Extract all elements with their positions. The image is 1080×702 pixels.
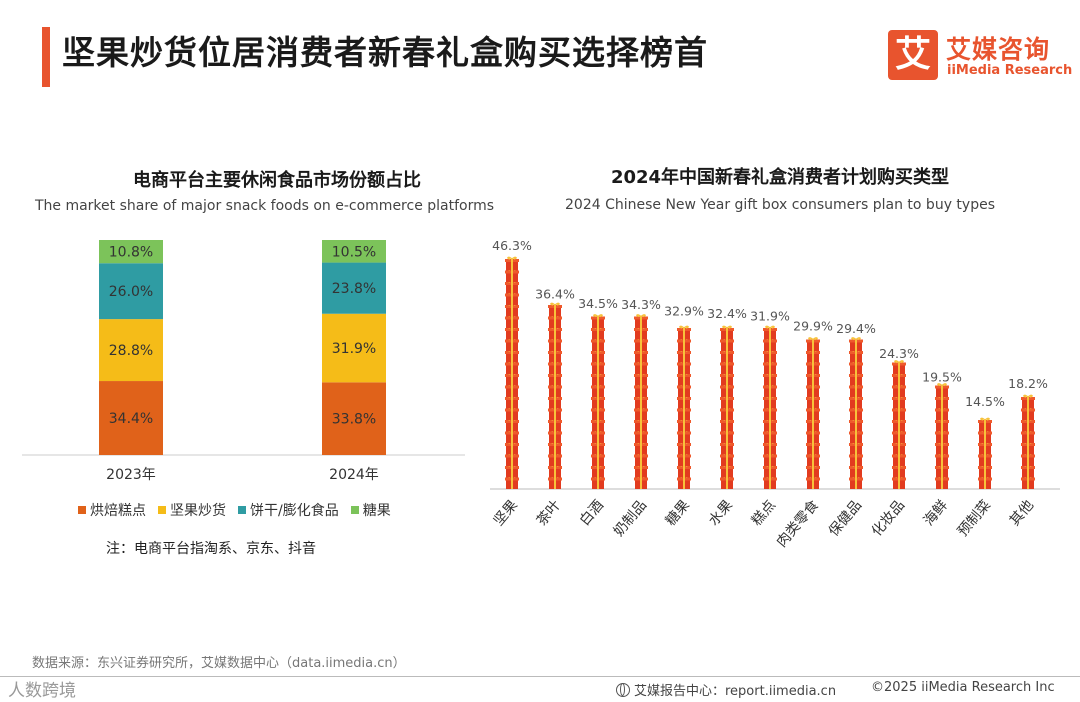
bar-segment: [322, 382, 386, 455]
gift-bar: [504, 256, 520, 490]
x-tick-label: 糕点: [749, 497, 779, 529]
x-tick-label: 海鲜: [921, 497, 951, 529]
brand-logo[interactable]: 艾 艾媒咨询 iiMedia Research: [888, 30, 1072, 80]
gift-bar: [934, 383, 950, 490]
globe-icon: [616, 682, 630, 697]
gift-box-bar-chart: 46.3% 坚果 36.4% 茶叶 34.5% 白酒 34.3% 奶制品 32.9% 糖果 32.4…: [490, 238, 1060, 551]
x-tick-label: 奶制品: [611, 497, 650, 539]
left-chart-legend: 烘焙糕点 坚果炒货 饼干/膨化食品 糖果: [78, 500, 391, 520]
right-chart-title: 2024年中国新春礼盒消费者计划购买类型: [610, 167, 950, 188]
legend-swatch: [78, 506, 86, 514]
bar-segment: [322, 313, 386, 383]
legend-item-candy: 糖果: [350, 500, 391, 520]
footer-divider: [0, 676, 1080, 677]
gift-bar: [633, 314, 649, 490]
legend-label: 坚果炒货: [170, 503, 226, 519]
x-tick-label: 2023年: [106, 467, 156, 483]
x-tick-label: 白酒: [577, 497, 607, 529]
logo-mark: 艾: [888, 30, 938, 80]
legend-item-biscuits: 饼干/膨化食品: [238, 500, 339, 520]
watermark-text: 人数跨境: [8, 681, 76, 701]
copyright: ©2025 iiMedia Research Inc: [871, 680, 1055, 695]
bar-segment: [99, 319, 163, 382]
segment-label: 23.8%: [332, 281, 376, 297]
gift-bar: [805, 337, 821, 490]
value-label: 29.4%: [836, 321, 876, 336]
gift-bar: [762, 325, 778, 490]
right-chart-subtitle: 2024 Chinese New Year gift box consumers…: [565, 197, 995, 213]
bar-segment: [99, 263, 163, 320]
left-chart-title: 电商平台主要休闲食品市场份额占比: [133, 170, 421, 191]
stacked-bar-chart: 34.4% 28.8% 26.0% 10.8% 2023年 33.8% 31.9% 23.8%…: [22, 240, 465, 483]
left-chart-subtitle: The market share of major snack foods on…: [34, 198, 495, 214]
value-label: 32.9%: [664, 304, 704, 319]
legend-swatch: [350, 506, 359, 514]
value-label: 46.3%: [492, 238, 532, 253]
x-tick-label: 2024年: [329, 467, 379, 483]
chart-note: 注：电商平台指淘系、京东、抖音: [106, 541, 316, 557]
legend-label: 烘焙糕点: [90, 503, 146, 519]
value-label: 34.5%: [578, 296, 618, 311]
segment-label: 10.5%: [332, 244, 376, 260]
segment-label: 10.8%: [109, 245, 153, 261]
x-tick-label: 坚果: [491, 497, 521, 529]
legend-label: 饼干/膨化食品: [250, 503, 339, 519]
value-label: 31.9%: [750, 309, 790, 324]
legend-swatch: [158, 506, 166, 514]
bar-segment: [99, 240, 163, 264]
value-label: 36.4%: [535, 287, 575, 302]
logo-name-cn: 艾媒咨询: [946, 35, 1051, 64]
legend-item-bakery: 烘焙糕点: [78, 500, 146, 520]
report-center-link[interactable]: 艾媒报告中心：report.iimedia.cn: [616, 680, 836, 699]
segment-label: 26.0%: [109, 284, 153, 300]
title-accent-bar: [42, 27, 50, 87]
x-tick-label: 茶叶: [534, 497, 564, 529]
bar-segment: [322, 262, 386, 314]
gift-bar: [547, 302, 563, 490]
x-tick-label: 化妆品: [869, 497, 908, 539]
segment-label: 28.8%: [109, 343, 153, 359]
x-tick-label: 水果: [706, 497, 736, 529]
page-title: 坚果炒货位居消费者新春礼盒购买选择榜首: [62, 33, 708, 72]
x-tick-label: 保健品: [826, 497, 865, 539]
gift-bar: [891, 360, 907, 490]
legend-swatch: [238, 506, 246, 514]
data-source: 数据来源：东兴证券研究所，艾媒数据中心（data.iimedia.cn）: [32, 656, 406, 671]
value-label: 14.5%: [965, 394, 1005, 409]
segment-label: 33.8%: [332, 412, 376, 428]
report-center-text: 艾媒报告中心：report.iimedia.cn: [634, 684, 837, 699]
logo-name-en: iiMedia Research: [947, 63, 1073, 78]
x-tick-label: 其他: [1007, 497, 1037, 529]
bar-segment: [99, 381, 163, 455]
legend-label: 糖果: [362, 503, 391, 519]
x-tick-label: 糖果: [663, 497, 693, 529]
gift-bar: [977, 417, 993, 490]
value-label: 24.3%: [879, 346, 919, 361]
segment-label: 34.4%: [109, 411, 153, 427]
bar-segment: [322, 240, 386, 263]
x-tick-label: 肉类零食: [773, 497, 822, 551]
legend-item-nuts: 坚果炒货: [158, 500, 226, 520]
value-label: 18.2%: [1008, 376, 1048, 391]
gift-bar: [848, 337, 864, 490]
segment-label: 31.9%: [332, 341, 376, 357]
value-label: 19.5%: [922, 369, 962, 384]
gift-bar: [676, 325, 692, 490]
gift-bar: [719, 325, 735, 490]
gift-bar: [1020, 394, 1036, 490]
value-label: 34.3%: [621, 297, 661, 312]
x-tick-label: 预制菜: [955, 497, 994, 539]
value-label: 29.9%: [793, 318, 833, 333]
value-label: 32.4%: [707, 306, 747, 321]
gift-bar: [590, 314, 606, 490]
